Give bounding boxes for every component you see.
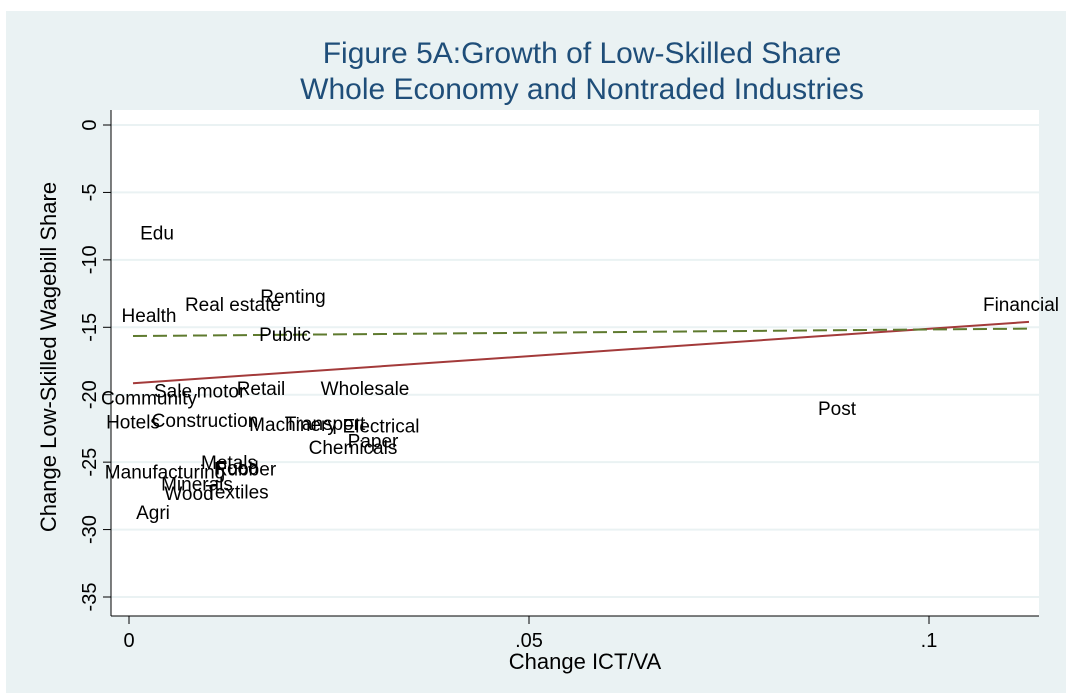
x-axis-label: Change ICT/VA bbox=[509, 649, 662, 674]
plot-area bbox=[111, 110, 1039, 616]
point-label: Machinery bbox=[249, 415, 337, 436]
y-tick-label: 0 bbox=[79, 119, 101, 130]
y-tick-label: -25 bbox=[79, 448, 101, 477]
point-label: Textiles bbox=[205, 483, 268, 504]
chart-title-group: Figure 5A:Growth of Low-Skilled Share Wh… bbox=[300, 37, 864, 106]
fit-line-dashed bbox=[132, 327, 1030, 338]
point-label: Electrical bbox=[342, 417, 419, 438]
y-tick-label: -15 bbox=[79, 313, 101, 342]
gridlines bbox=[111, 124, 1039, 598]
point-label: Wood bbox=[164, 484, 213, 505]
point-label: Real estate bbox=[185, 295, 281, 316]
point-label: Hotels bbox=[106, 413, 160, 434]
point-label: Sale bbox=[154, 382, 192, 403]
y-tick-label: -20 bbox=[79, 380, 101, 409]
fit-lines bbox=[132, 320, 1030, 385]
x-tick-label: .05 bbox=[515, 630, 543, 652]
x-tick-label: .1 bbox=[921, 630, 938, 652]
point-label: Post bbox=[818, 399, 857, 420]
point-label: Paper bbox=[348, 431, 399, 452]
point-label: Transport bbox=[285, 414, 366, 435]
y-tick-label: -5 bbox=[79, 184, 101, 202]
fit-line-solid bbox=[132, 320, 1030, 385]
point-label: Edu bbox=[140, 224, 174, 245]
x-tick-label: 0 bbox=[123, 630, 134, 652]
point-label: Health bbox=[122, 306, 177, 327]
point-label: Chemicals bbox=[309, 438, 398, 459]
y-tick-label: -10 bbox=[79, 245, 101, 274]
point-label: Financial bbox=[983, 295, 1059, 316]
chart-title: Figure 5A:Growth of Low-Skilled Share bbox=[323, 37, 842, 70]
point-label: Manufacturing bbox=[105, 462, 225, 483]
point-label: Wholesale bbox=[321, 379, 410, 400]
point-label: Agri bbox=[136, 503, 170, 524]
point-label: motor bbox=[197, 382, 246, 403]
point-label: Construction bbox=[152, 411, 259, 432]
point-label: Retail bbox=[237, 379, 286, 400]
point-label: Rubber bbox=[214, 460, 277, 481]
point-label: Public bbox=[259, 325, 311, 346]
point-label: Community bbox=[101, 388, 198, 409]
point-label: Minerals bbox=[161, 475, 233, 496]
chart-subtitle: Whole Economy and Nontraded Industries bbox=[300, 73, 864, 106]
point-label: Metals bbox=[201, 453, 257, 474]
point-label: Renting bbox=[260, 287, 326, 308]
y-axis-label: Change Low-Skilled Wagebill Share bbox=[36, 182, 61, 532]
y-tick-label: -30 bbox=[79, 515, 101, 544]
axes: 0 -5 -10 -15 -20 -25 -30 -35 0 .05 .1 bbox=[79, 110, 1039, 652]
point-label: Food bbox=[215, 458, 258, 479]
y-tick-label: -35 bbox=[79, 583, 101, 612]
